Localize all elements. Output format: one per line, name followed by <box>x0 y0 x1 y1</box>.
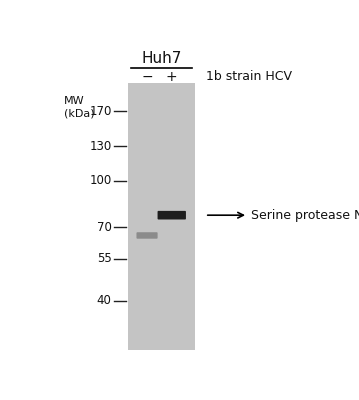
Text: −: − <box>141 70 153 84</box>
Bar <box>129 84 195 350</box>
Text: 40: 40 <box>97 294 112 307</box>
Text: 130: 130 <box>89 140 112 153</box>
Text: +: + <box>166 70 178 84</box>
Text: 170: 170 <box>89 105 112 118</box>
FancyBboxPatch shape <box>158 211 186 220</box>
Text: 70: 70 <box>97 221 112 234</box>
Text: Serine protease NS3 (HCV): Serine protease NS3 (HCV) <box>251 209 359 222</box>
Text: 100: 100 <box>89 174 112 187</box>
Text: 1b strain HCV: 1b strain HCV <box>206 70 292 84</box>
Text: 55: 55 <box>97 252 112 265</box>
Text: Huh7: Huh7 <box>141 51 182 66</box>
FancyBboxPatch shape <box>136 232 158 239</box>
Text: MW
(kDa): MW (kDa) <box>64 96 95 118</box>
